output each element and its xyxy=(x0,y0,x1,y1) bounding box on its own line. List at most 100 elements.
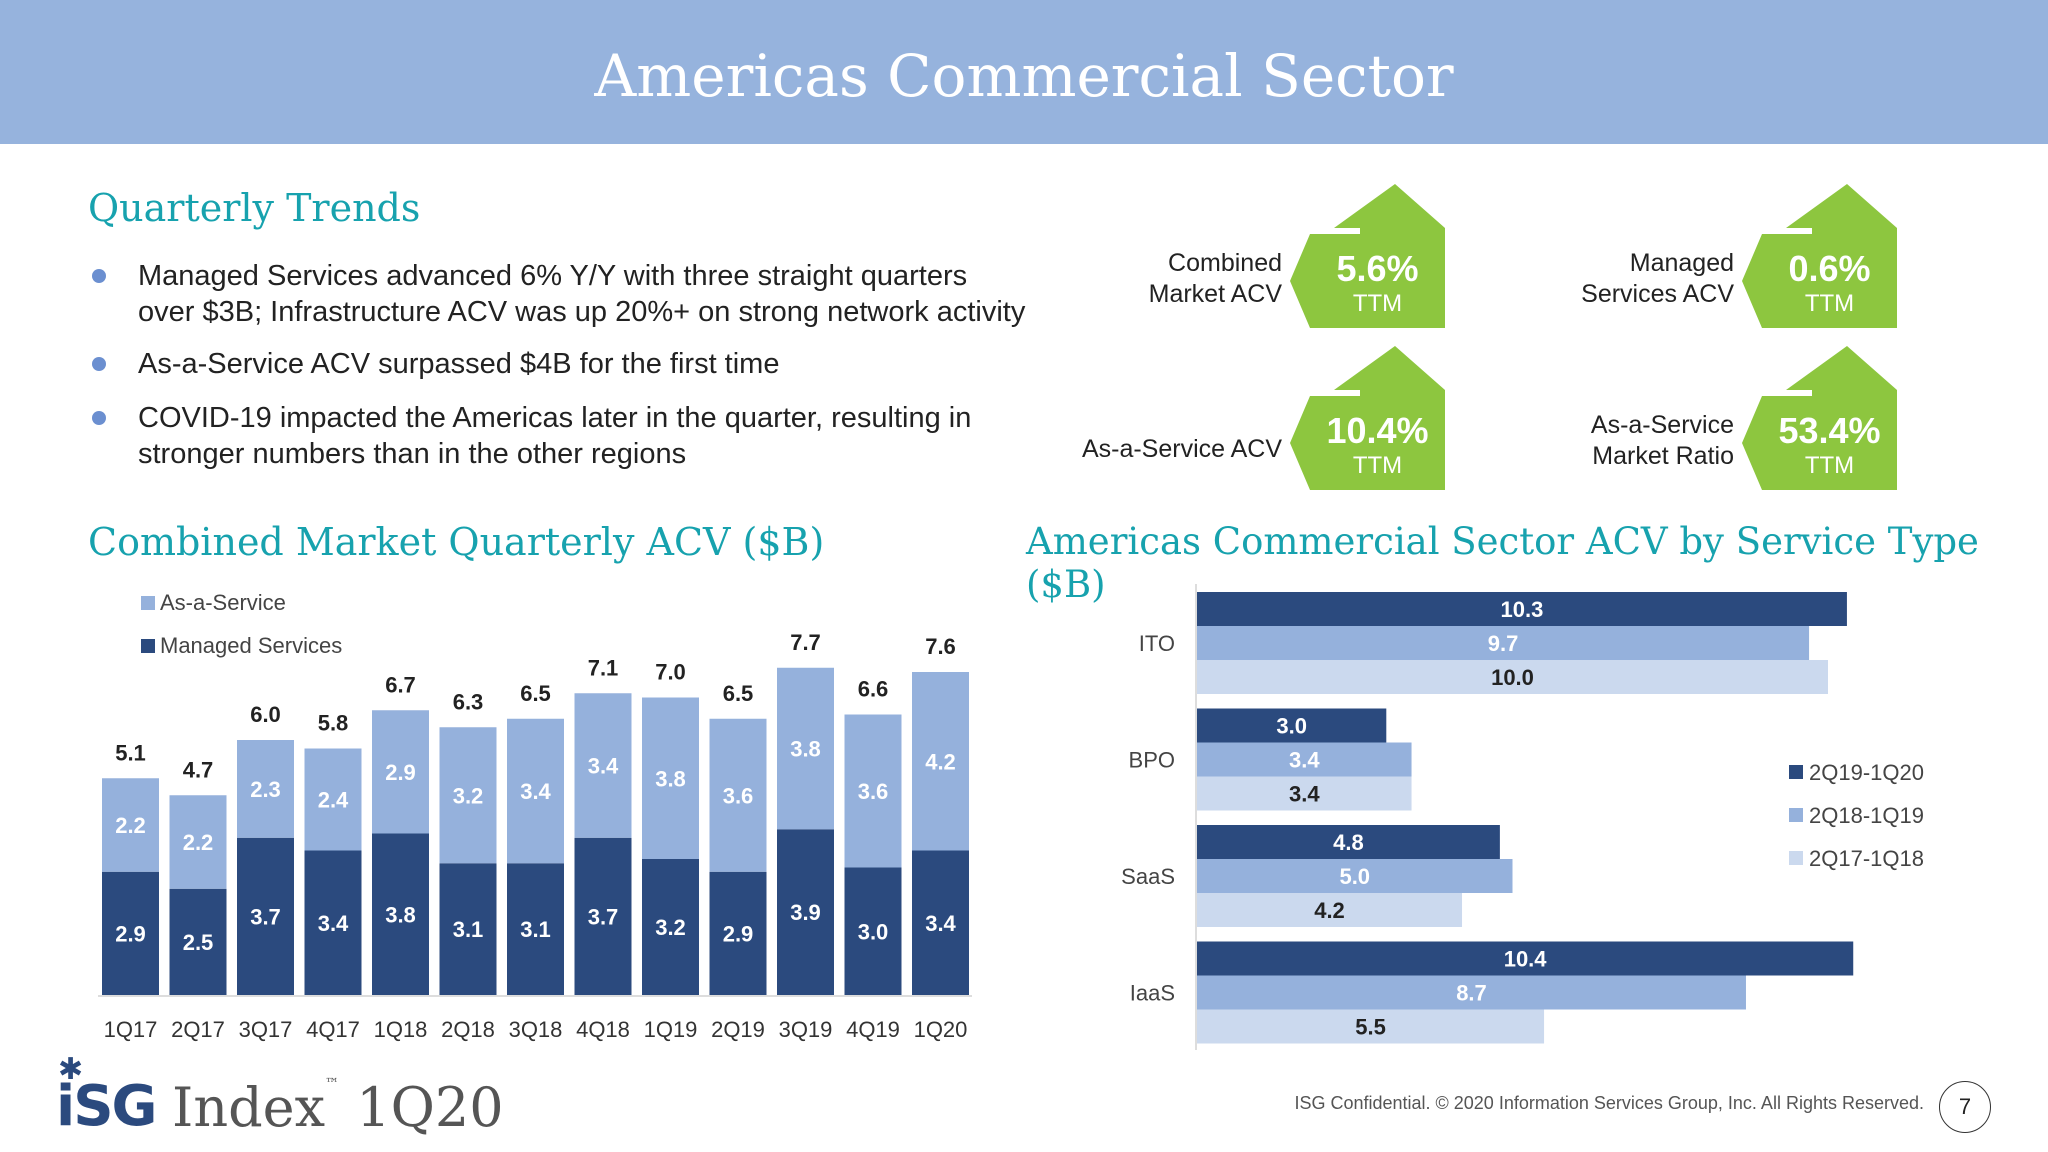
total-label: 6.5 xyxy=(520,681,551,706)
bar xyxy=(1197,626,1810,660)
bar-segment xyxy=(102,778,159,872)
horizontal-bar-chart: 10.3 9.7 10.0 ITO 3.0 3.4 3.4 BPO 4.8 5.0 4.2 SaaS 1… xyxy=(1121,584,1924,1050)
bar xyxy=(1197,859,1513,893)
bar xyxy=(1197,592,1847,626)
category-label: ITO xyxy=(1139,631,1175,656)
x-tick-label: 3Q18 xyxy=(509,1017,563,1042)
segment-label: 3.7 xyxy=(250,904,281,929)
bar-segment xyxy=(777,829,834,995)
category-label: SaaS xyxy=(1121,864,1175,889)
bar-segment xyxy=(844,867,902,995)
x-tick-label: 4Q18 xyxy=(576,1017,630,1042)
copyright: ISG Confidential. © 2020 Information Ser… xyxy=(1294,1093,1924,1113)
segment-label: 2.4 xyxy=(318,788,349,813)
kpi-label: As-a-Service Market Ratio xyxy=(1590,411,1734,470)
bar-value-label: 3.4 xyxy=(1289,748,1320,773)
legend-swatch xyxy=(1789,808,1803,822)
bullet-icon xyxy=(92,269,106,283)
kpi-label: As-a-Service ACV xyxy=(1081,435,1282,463)
legend-swatch xyxy=(1789,765,1803,779)
stacked-bar-chart: 2.9 2.2 5.1 1Q17 2.5 2.2 4.7 2Q17 3.7 2.3 6.0 3Q17 3… xyxy=(98,590,972,1042)
total-label: 6.6 xyxy=(858,677,889,702)
x-tick-label: 2Q18 xyxy=(441,1017,495,1042)
segment-label: 2.3 xyxy=(250,777,281,802)
segment-label: 3.7 xyxy=(588,904,619,929)
segment-label: 2.9 xyxy=(115,921,146,946)
bullet-icon xyxy=(92,357,106,371)
bar-segment xyxy=(912,672,969,851)
segment-label: 4.2 xyxy=(925,749,956,774)
bar-segment xyxy=(844,714,902,868)
page-title: Americas Commercial Sector xyxy=(594,42,1454,110)
x-tick-label: 1Q17 xyxy=(104,1017,158,1042)
bar xyxy=(1197,1009,1545,1044)
bar-segment xyxy=(912,850,969,995)
segment-label: 3.2 xyxy=(453,783,484,808)
bar-segment xyxy=(372,833,429,995)
bar-value-label: 10.3 xyxy=(1501,597,1544,622)
legend-swatch xyxy=(1789,851,1803,865)
x-tick-label: 4Q19 xyxy=(846,1017,900,1042)
bar-segment xyxy=(709,871,767,995)
bar-segment xyxy=(304,748,362,851)
bar-value-label: 10.4 xyxy=(1504,947,1548,972)
segment-label: 2.9 xyxy=(723,921,754,946)
kpi-label: Combined Market ACV xyxy=(1148,249,1282,308)
bar-segment xyxy=(642,697,699,859)
bar-value-label: 8.7 xyxy=(1456,981,1487,1006)
legend-label: 2Q17-1Q18 xyxy=(1809,846,1924,871)
legend-swatch xyxy=(141,639,155,653)
x-tick-label: 3Q19 xyxy=(779,1017,833,1042)
trend-bullet: COVID-19 impacted the Americas later in … xyxy=(138,402,972,470)
header-band: Americas Commercial Sector xyxy=(0,0,2048,144)
bar xyxy=(1197,776,1412,811)
bar-segment xyxy=(304,850,362,995)
bar xyxy=(1197,941,1854,976)
total-label: 7.6 xyxy=(925,634,956,659)
bar-segment xyxy=(102,871,159,995)
up-arrow-icon xyxy=(1742,346,1897,490)
bar-value-label: 4.8 xyxy=(1333,830,1364,855)
legend-swatch xyxy=(141,596,155,610)
legend-label: Managed Services xyxy=(160,633,342,658)
bar xyxy=(1197,975,1746,1010)
bar-value-label: 4.2 xyxy=(1314,898,1345,923)
total-label: 7.7 xyxy=(790,630,821,655)
bar-value-label: 3.4 xyxy=(1289,782,1320,807)
bar-segment xyxy=(574,837,632,995)
kpi-tile: 10.4% TTM xyxy=(1290,346,1445,490)
bar-segment xyxy=(439,863,497,995)
bar-segment xyxy=(642,859,699,995)
segment-label: 3.9 xyxy=(790,900,821,925)
trend-bullet: As-a-Service ACV surpassed $4B for the f… xyxy=(138,348,780,380)
bar-value-label: 5.0 xyxy=(1339,864,1370,889)
bar-segment xyxy=(237,740,294,838)
total-label: 5.8 xyxy=(318,711,349,736)
segment-label: 3.1 xyxy=(453,917,484,942)
segment-label: 3.4 xyxy=(520,779,551,804)
bar xyxy=(1197,893,1463,927)
bar-value-label: 9.7 xyxy=(1488,631,1519,656)
bar-segment xyxy=(237,837,294,995)
total-label: 6.3 xyxy=(453,689,484,714)
trend-bullet: Managed Services advanced 6% Y/Y with th… xyxy=(138,260,1026,328)
legend-label: 2Q19-1Q20 xyxy=(1809,760,1924,785)
bar-segment xyxy=(507,718,564,864)
bar-value-label: 5.5 xyxy=(1355,1015,1386,1040)
bar xyxy=(1197,742,1412,777)
segment-label: 2.9 xyxy=(385,760,416,785)
x-tick-label: 1Q19 xyxy=(644,1017,698,1042)
segment-label: 3.8 xyxy=(655,766,686,791)
segment-label: 3.6 xyxy=(858,779,889,804)
bar-segment xyxy=(169,795,227,889)
total-label: 7.1 xyxy=(588,655,619,680)
bar xyxy=(1197,825,1500,859)
bar-segment xyxy=(169,888,227,995)
segment-label: 3.0 xyxy=(858,919,889,944)
bullet-icon xyxy=(92,411,106,425)
bar-segment xyxy=(709,718,767,872)
x-tick-label: 3Q17 xyxy=(239,1017,293,1042)
bar-segment xyxy=(507,863,564,995)
up-arrow-icon xyxy=(1290,184,1445,328)
segment-label: 3.6 xyxy=(723,783,754,808)
